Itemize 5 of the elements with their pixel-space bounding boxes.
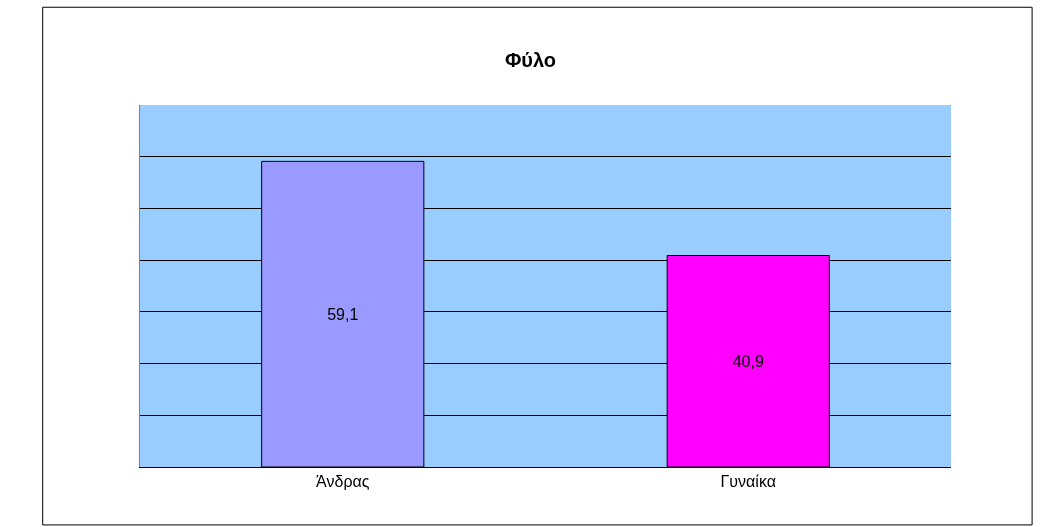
chart-title: Φύλο [504, 48, 557, 71]
x-tick-label: Άνδρας [316, 473, 370, 491]
data-label: 59,1 [327, 305, 359, 323]
x-tick-label: Γυναίκα [720, 473, 776, 491]
data-label: 40,9 [732, 352, 764, 370]
